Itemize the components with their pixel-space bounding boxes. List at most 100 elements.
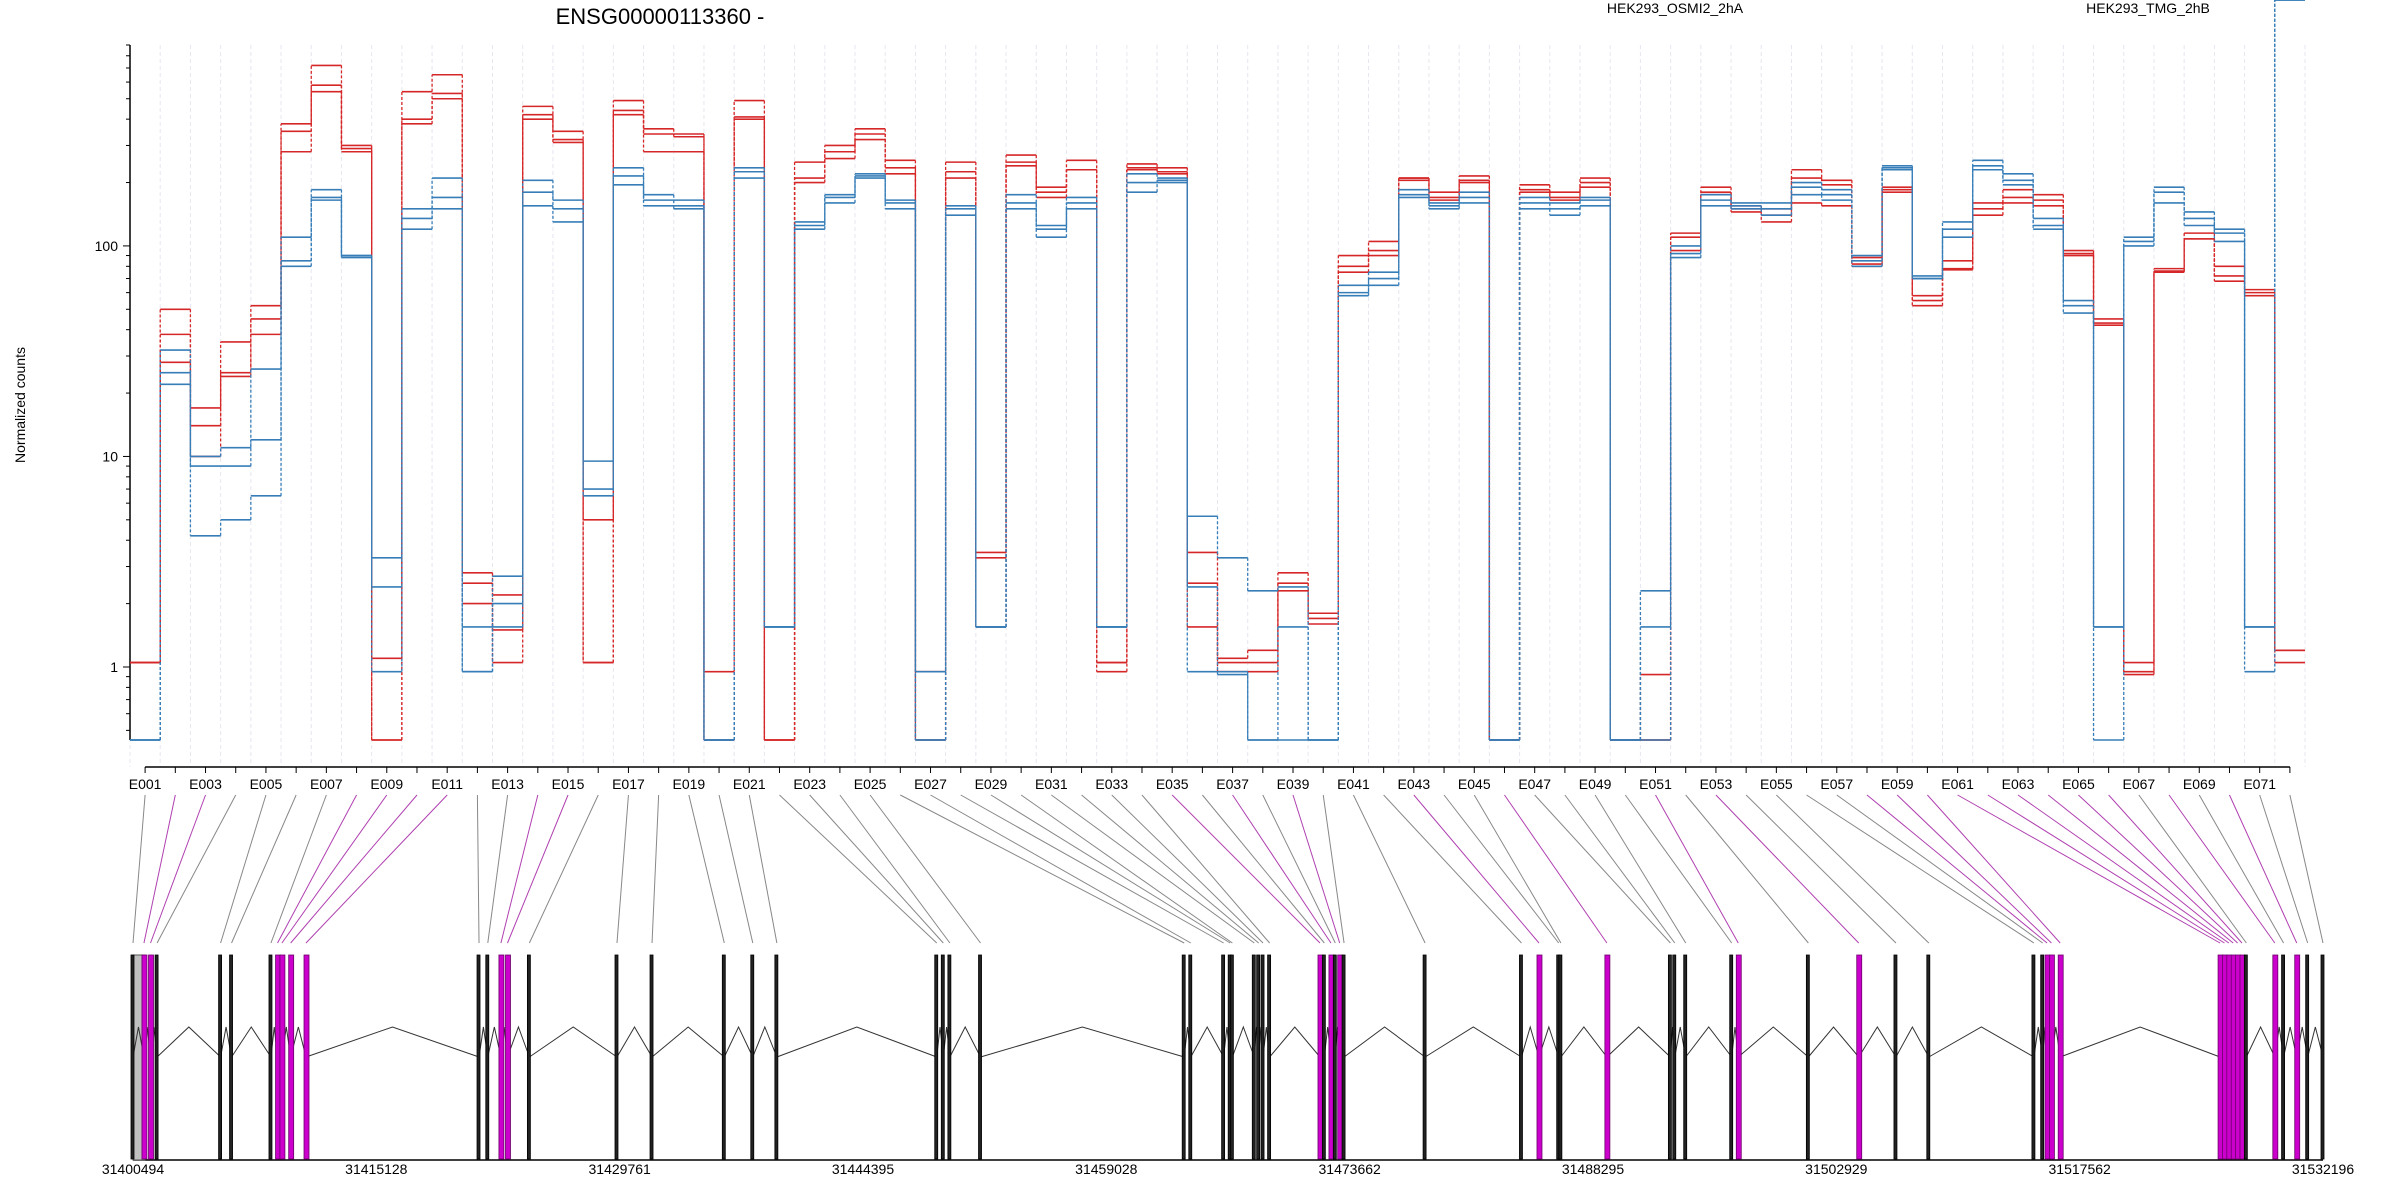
exon-block <box>485 954 490 1160</box>
exon-block <box>303 954 310 1160</box>
x-tick-label: E047 <box>1518 776 1551 792</box>
exon-block <box>141 954 148 1160</box>
x-tick-label: E027 <box>914 776 947 792</box>
connector-line <box>1081 794 1259 944</box>
genome-tick-label: 31473662 <box>1319 1161 1382 1177</box>
exon-block <box>614 954 619 1160</box>
exon-block <box>148 954 154 1160</box>
connector-line <box>270 794 327 944</box>
connector-line <box>616 794 629 944</box>
intron-line <box>1231 1025 1255 1058</box>
intron-line <box>231 1026 272 1058</box>
connector-line <box>476 794 480 944</box>
intron-line <box>776 1026 937 1058</box>
x-tick-label: E001 <box>129 776 162 792</box>
y-tick-label: 1 <box>110 659 118 675</box>
exon-block <box>2320 954 2325 1160</box>
connector-line <box>1957 794 2221 944</box>
exon-block <box>2049 954 2055 1160</box>
connector-line <box>1473 794 1562 944</box>
intron-line <box>980 1026 1185 1058</box>
exon-block <box>1672 954 1677 1160</box>
exon-block <box>1667 954 1672 1160</box>
exon-block <box>1267 954 1272 1160</box>
legend-series-tmg: HEK293_TMG_2hB <box>2086 0 2210 16</box>
intron-line <box>1520 1025 1540 1058</box>
exon-block <box>2281 954 2285 1160</box>
x-tick-label: E007 <box>310 776 343 792</box>
x-tick-label: E049 <box>1579 776 1612 792</box>
connector-line <box>1624 794 1733 944</box>
connector-line <box>2289 794 2324 944</box>
exon-block <box>2272 954 2279 1160</box>
series-lines <box>130 0 2305 741</box>
connector-line <box>1776 794 1930 944</box>
connector-line <box>1534 794 1671 944</box>
x-tick-label: E011 <box>431 776 463 792</box>
exon-block <box>1558 954 1563 1160</box>
connector-line <box>1322 794 1345 944</box>
x-tick-label: E031 <box>1035 776 1068 792</box>
connector-line <box>1051 794 1255 944</box>
exon-block <box>1805 954 1810 1160</box>
connector-line <box>1232 794 1332 944</box>
exon-block <box>721 954 726 1160</box>
exon-block <box>940 954 945 1160</box>
exon-block <box>229 954 233 1160</box>
x-tick-label: E033 <box>1095 776 1128 792</box>
connector-line <box>1202 794 1325 944</box>
connector-line <box>2138 794 2247 944</box>
connector-line <box>2168 794 2276 944</box>
connector-line <box>900 794 1185 944</box>
exon-block <box>1332 954 1337 1160</box>
genome-tick-label: 31459028 <box>1075 1161 1138 1177</box>
connector-line <box>2259 794 2309 944</box>
connector-line <box>651 794 660 944</box>
exon-block <box>2305 954 2310 1160</box>
connector-line <box>150 794 206 944</box>
exon-block <box>1260 954 1265 1160</box>
x-tick-label: E005 <box>250 776 283 792</box>
exon-block <box>279 954 286 1160</box>
exon-block <box>2057 954 2064 1160</box>
connector-line <box>1987 794 2225 944</box>
exon-block <box>218 954 223 1160</box>
exon-block <box>1321 954 1326 1160</box>
connector-line <box>1564 794 1676 944</box>
exon-connector-lines <box>132 794 2324 944</box>
x-tick-label: E013 <box>491 776 524 792</box>
exon-block <box>1683 954 1688 1160</box>
gene-model <box>130 954 2325 1161</box>
intron-line <box>723 1025 754 1058</box>
exon-block <box>1221 954 1226 1160</box>
series-5 <box>130 0 2305 741</box>
connector-line <box>281 794 388 944</box>
x-tick-label: E015 <box>552 776 585 792</box>
connector-line <box>143 794 176 944</box>
exon-block <box>1341 954 1346 1160</box>
exon-block <box>1926 954 1931 1160</box>
x-tick-label: E065 <box>2062 776 2095 792</box>
exon-block <box>1188 954 1193 1160</box>
connector-line <box>1383 794 1522 944</box>
exon-block <box>130 954 135 1160</box>
connector-line <box>1292 794 1341 944</box>
connector-line <box>930 794 1192 944</box>
connector-line <box>990 794 1231 944</box>
intron-line <box>1269 1026 1321 1058</box>
exon-block <box>1735 954 1742 1160</box>
x-tick-label: E055 <box>1760 776 1793 792</box>
x-tick-label: E037 <box>1216 776 1249 792</box>
connector-line <box>156 794 237 944</box>
exon-block <box>1604 954 1611 1160</box>
connector-line <box>1866 794 2048 944</box>
x-tick-label: E039 <box>1277 776 1310 792</box>
intron-line <box>1928 1026 2035 1058</box>
exon-block <box>526 954 531 1160</box>
connector-line <box>231 794 297 944</box>
x-tick-label: E051 <box>1639 776 1672 792</box>
y-axis-label: Normalized counts <box>12 347 28 463</box>
connector-line <box>220 794 267 944</box>
exon-block <box>1536 954 1543 1160</box>
